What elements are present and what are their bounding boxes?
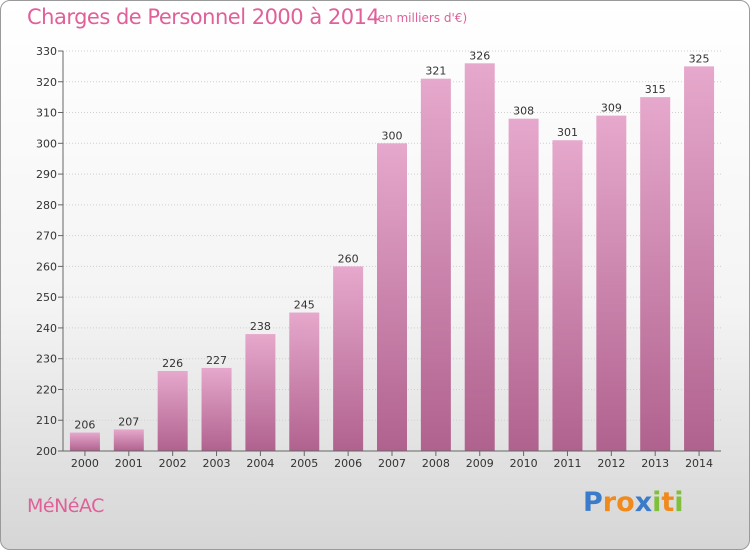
bar-value-label: 206 (74, 419, 95, 432)
bar (69, 432, 100, 451)
bar-value-label: 301 (557, 126, 578, 139)
y-tick-label: 240 (36, 322, 57, 335)
logo-letter: i (652, 487, 662, 518)
bar-value-label: 227 (206, 354, 227, 367)
bar (596, 115, 627, 451)
y-tick-label: 300 (36, 137, 57, 150)
bar (508, 118, 539, 451)
x-tick-label: 2013 (641, 457, 669, 470)
commune-name: MéNéAC (27, 495, 104, 517)
bar-value-label: 207 (118, 415, 139, 428)
x-tick-label: 2001 (115, 457, 143, 470)
x-tick-label: 2009 (466, 457, 494, 470)
bar (157, 371, 188, 451)
bar (245, 334, 276, 451)
y-tick-label: 200 (36, 445, 57, 458)
x-tick-label: 2000 (71, 457, 99, 470)
bar (684, 66, 715, 451)
bar (201, 367, 232, 451)
y-tick-label: 210 (36, 414, 57, 427)
x-tick-label: 2006 (334, 457, 362, 470)
bar (552, 140, 583, 451)
logo-letter: r (602, 487, 617, 518)
y-tick-label: 270 (36, 230, 57, 243)
y-tick-label: 280 (36, 199, 57, 212)
bar-value-label: 326 (469, 49, 490, 62)
bar (289, 312, 320, 451)
bar (377, 143, 407, 452)
bar (333, 266, 364, 451)
x-tick-label: 2003 (203, 457, 231, 470)
bar-value-label: 226 (162, 357, 183, 370)
x-tick-label: 2002 (159, 457, 187, 470)
bar (113, 429, 144, 451)
x-tick-label: 2012 (597, 457, 625, 470)
bar-value-label: 309 (601, 102, 622, 115)
y-tick-label: 320 (36, 76, 57, 89)
bar-value-label: 308 (513, 105, 534, 118)
bar-value-label: 245 (294, 299, 315, 312)
bar-value-label: 238 (250, 320, 271, 333)
y-tick-label: 330 (36, 45, 57, 58)
bar-value-label: 300 (382, 129, 403, 142)
x-tick-label: 2005 (290, 457, 318, 470)
x-tick-label: 2014 (685, 457, 713, 470)
x-tick-label: 2011 (553, 457, 581, 470)
x-tick-label: 2004 (246, 457, 274, 470)
bar-value-label: 325 (689, 52, 710, 65)
bar-value-label: 260 (338, 252, 359, 265)
y-tick-label: 290 (36, 168, 57, 181)
bar (464, 63, 495, 452)
logo-letter: t (661, 487, 675, 518)
y-tick-label: 220 (36, 383, 57, 396)
x-tick-label: 2008 (422, 457, 450, 470)
bar-value-label: 315 (645, 83, 666, 96)
y-tick-label: 260 (36, 260, 57, 273)
bar (420, 78, 451, 451)
logo-letter: i (674, 487, 684, 518)
logo-letter: P (583, 487, 603, 518)
bar-value-label: 321 (425, 65, 446, 78)
logo-letter: x (634, 487, 653, 518)
y-tick-label: 310 (36, 107, 57, 120)
x-tick-label: 2007 (378, 457, 406, 470)
x-tick-label: 2010 (510, 457, 538, 470)
bar (640, 97, 671, 452)
chart-title: Charges de Personnel 2000 à 2014 (27, 5, 380, 29)
proxiti-logo: Proxiti (583, 487, 684, 518)
y-tick-label: 250 (36, 291, 57, 304)
logo-letter: o (616, 487, 635, 518)
y-tick-label: 230 (36, 353, 57, 366)
chart-subtitle: (en milliers d'€) (373, 11, 468, 25)
